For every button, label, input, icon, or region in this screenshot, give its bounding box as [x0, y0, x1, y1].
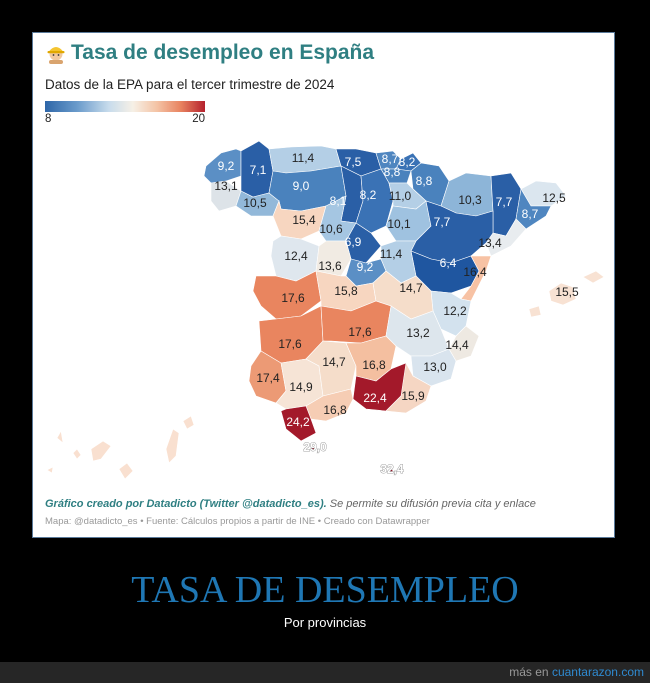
chart-frame: Tasa de desempleo en España Datos de la …: [32, 32, 615, 538]
label-girona: 12,5: [542, 191, 566, 205]
label-baleares: 15,5: [555, 285, 579, 299]
color-legend: 8 20: [45, 101, 205, 125]
byline-permission: Se permite su difusión previa cita y enl…: [326, 498, 536, 510]
label-jaen: 16,8: [362, 358, 386, 372]
site-footer: más en cuantarazon.com: [0, 662, 650, 683]
label-castellon: 16,4: [463, 265, 487, 279]
label-madrid: 9,2: [357, 260, 374, 274]
label-ciudadreal: 17,6: [348, 325, 372, 339]
byline-credit: Gráfico creado por Datadicto (Twitter @d…: [45, 498, 327, 510]
province-melilla[interactable]: [389, 469, 393, 473]
label-zaragoza: 7,7: [434, 215, 451, 229]
spain-choropleth-map: 9,2 7,1 13,1 10,5 11,4 7,5 8,7 8,2 8,8 8…: [46, 140, 605, 480]
label-murcia: 13,0: [423, 360, 447, 374]
label-salamanca: 12,4: [284, 249, 308, 263]
label-huelva: 17,4: [256, 371, 280, 385]
label-cuenca: 14,7: [399, 281, 423, 295]
chart-byline: Gráfico creado por Datadicto (Twitter @d…: [45, 498, 536, 510]
footer-site-link[interactable]: cuantarazon.com: [551, 665, 644, 679]
label-barcelona: 8,7: [522, 207, 539, 221]
label-lugo: 7,1: [250, 163, 267, 177]
legend-max-label: 20: [192, 113, 205, 125]
province-ceuta[interactable]: [311, 447, 315, 451]
province-almeria[interactable]: [385, 362, 432, 414]
label-ourense: 10,5: [243, 196, 267, 210]
province-malaga[interactable]: [305, 388, 354, 422]
legend-min-label: 8: [45, 113, 52, 125]
province-tarragona[interactable]: [485, 218, 527, 257]
label-segovia: 6,9: [345, 235, 362, 249]
label-almeria: 15,9: [401, 389, 425, 403]
province-caceres[interactable]: [252, 270, 322, 320]
label-cordoba: 14,7: [322, 355, 346, 369]
chart-title-text: Tasa de desempleo en España: [71, 41, 375, 64]
label-pontevedra: 13,1: [214, 179, 238, 193]
province-cadiz[interactable]: [280, 405, 317, 442]
province-baleares[interactable]: [528, 270, 605, 318]
chart-title: Tasa de desempleo en España: [45, 41, 374, 65]
construction-worker-icon: [45, 42, 67, 64]
label-valladolid: 10,6: [319, 222, 343, 236]
label-malaga: 16,8: [323, 403, 347, 417]
label-toledo: 15,8: [334, 284, 358, 298]
label-melilla: 32,4: [380, 462, 404, 476]
label-palencia: 8,1: [330, 194, 347, 208]
label-zamora: 15,4: [292, 213, 316, 227]
post-headline: TASA DE DESEMPLEO: [131, 569, 519, 611]
label-cadiz: 24,2: [286, 415, 310, 429]
label-bizkaia: 8,7: [382, 152, 399, 166]
label-alicante: 14,4: [445, 338, 469, 352]
label-rioja: 11,0: [389, 189, 412, 203]
chart-subtitle: Datos de la EPA para el tercer trimestre…: [45, 77, 335, 92]
label-ceuta: 29,0: [303, 440, 327, 454]
label-soria: 10,1: [387, 217, 411, 231]
label-huesca: 10,3: [458, 193, 482, 207]
label-badajoz: 17,6: [278, 337, 302, 351]
footer-text: más en cuantarazon.com: [509, 665, 644, 679]
label-tarragona: 13,4: [478, 236, 502, 250]
label-avila: 13,6: [318, 259, 342, 273]
chart-card: Tasa de desempleo en España Datos de la …: [35, 35, 612, 535]
label-burgos: 8,2: [360, 188, 377, 202]
label-sevilla: 14,9: [289, 380, 313, 394]
label-navarra: 8,8: [416, 174, 433, 188]
label-gipuzkoa: 8,2: [399, 155, 416, 169]
label-teruel: 6,4: [440, 256, 457, 270]
province-cordoba[interactable]: [305, 340, 357, 397]
label-alava: 8,8: [384, 165, 401, 179]
label-albacete: 13,2: [406, 326, 430, 340]
label-lleida: 7,7: [496, 195, 513, 209]
label-asturias: 11,4: [292, 151, 315, 165]
label-leon: 9,0: [293, 179, 310, 193]
label-valencia: 12,2: [443, 304, 467, 318]
label-caceres: 17,6: [281, 291, 305, 305]
label-granada: 22,4: [363, 391, 387, 405]
chart-source-notes: Mapa: @datadicto_es • Fuente: Cálculos p…: [45, 516, 430, 527]
post-subheadline: Por provincias: [283, 615, 367, 630]
label-guadalajara: 11,4: [380, 247, 403, 261]
legend-gradient-bar: [45, 101, 205, 112]
label-coruna: 9,2: [218, 159, 235, 173]
region-canarias: [46, 415, 195, 480]
label-cantabria: 7,5: [345, 155, 362, 169]
footer-prefix: más en: [509, 665, 552, 679]
